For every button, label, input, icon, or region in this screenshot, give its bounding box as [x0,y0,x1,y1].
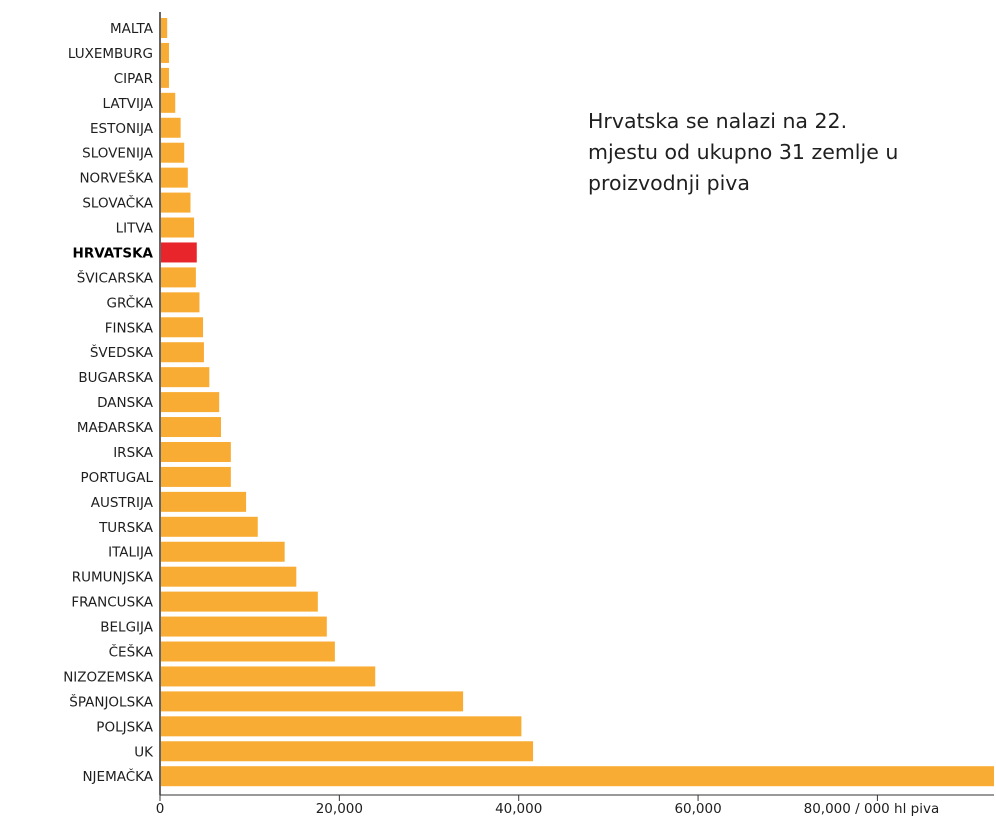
category-labels: MALTA LUXEMBURG CIPAR LATVIJA ESTONIJA SLOVEN… [63,21,154,785]
category-label-svedska: ŠVEDSKA [90,343,154,361]
bar-norveska [161,167,188,188]
x-tick-label: 80,000 / 000 hl piva [804,801,940,816]
bar-spanjolska [161,691,464,712]
category-label-cipar: CIPAR [114,71,153,87]
category-label-hrvatska: HRVATSKA [73,245,154,261]
category-label-malta: MALTA [110,21,154,37]
category-label-slovacka: SLOVAČKA [82,194,153,212]
bar-rumunjska [161,566,297,587]
category-label-litva: LITVA [116,221,154,237]
bar-grcka [161,292,200,313]
bar-belgija [161,616,327,637]
bar-litva [161,217,195,238]
bar-slovacka [161,192,191,213]
category-label-uk: UK [134,744,154,760]
bar-svicarska [161,267,196,288]
category-label-spanjolska: ŠPANJOLSKA [69,692,153,710]
category-label-francuska: FRANCUSKA [71,595,153,611]
bar-austrija [161,491,247,512]
bar-madarska [161,417,221,438]
category-label-grcka: GRČKA [107,293,154,311]
bar-nizozemska [161,666,376,687]
bar-ceska [161,641,335,662]
bar-cipar [161,67,169,88]
bar-italija [161,541,285,562]
category-label-austrija: AUSTRIJA [91,495,154,511]
category-label-italija: ITALIJA [108,545,154,561]
bar-njemacka [161,766,994,787]
bar-hrvatska [161,242,197,263]
category-label-turska: TURSKA [98,520,154,536]
category-label-luxemburg: LUXEMBURG [68,46,153,62]
category-label-njemacka: NJEMAČKA [82,767,153,785]
category-label-finska: FINSKA [105,320,154,336]
category-label-belgija: BELGIJA [100,620,153,636]
category-label-estonija: ESTONIJA [90,121,154,137]
bar-portugal [161,466,231,487]
bar-luxemburg [161,42,169,63]
x-tick-label: 20,000 [316,801,363,816]
axes [159,12,994,801]
bar-irska [161,441,231,462]
bar-bugarska [161,367,210,388]
category-label-nizozemska: NIZOZEMSKA [63,669,154,685]
annotation-text: Hrvatska se nalazi na 22. mjestu od ukup… [588,109,899,195]
x-tick-label: 0 [156,801,165,816]
category-label-norveska: NORVEŠKA [79,169,153,187]
category-label-latvija: LATVIJA [103,96,154,112]
bar-poljska [161,716,522,737]
x-tick-labels: 0 20,000 40,000 60,000 80,000 / 000 hl piva [156,801,940,816]
category-label-ceska: ČEŠKA [109,643,154,661]
bar-slovenija [161,142,185,163]
bars-group [161,18,994,787]
category-label-svicarska: ŠVICARSKA [77,268,154,286]
x-tick-label: 40,000 [495,801,542,816]
bar-latvija [161,92,176,113]
bar-estonija [161,117,181,138]
category-label-irska: IRSKA [113,445,154,461]
category-label-portugal: PORTUGAL [80,470,153,486]
bar-danska [161,392,220,413]
x-tick-label: 60,000 [674,801,721,816]
category-label-slovenija: SLOVENIJA [82,146,154,162]
bar-malta [161,18,168,38]
bar-svedska [161,342,204,363]
category-label-danska: DANSKA [97,395,154,411]
category-label-poljska: POLJSKA [96,719,153,735]
bar-turska [161,516,258,537]
category-label-madarska: MAĐARSKA [77,420,154,436]
bar-uk [161,741,534,762]
category-label-rumunjska: RUMUNJSKA [72,570,154,586]
bar-finska [161,317,204,338]
category-label-bugarska: BUGARSKA [78,370,153,386]
bar-francuska [161,591,318,612]
